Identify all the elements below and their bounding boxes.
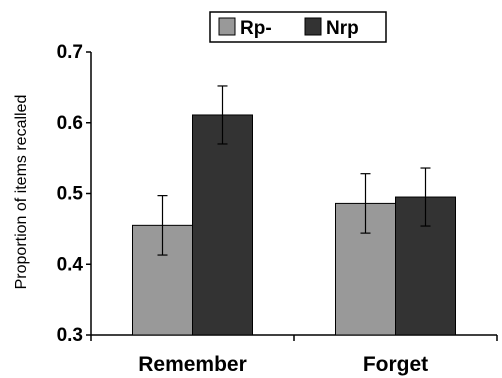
bars [132, 114, 456, 336]
legend-label: Rp- [240, 18, 272, 39]
error-bar [157, 195, 168, 256]
y-tick-label: 0.7 [57, 42, 83, 63]
y-tick-label: 0.4 [57, 254, 84, 275]
legend-swatch [218, 17, 236, 36]
x-category-label: Remember [138, 353, 247, 376]
y-tick-label: 0.3 [57, 325, 83, 346]
error-bar [420, 167, 431, 227]
legend-box [209, 11, 387, 43]
legend: Rp- Nrp [209, 11, 387, 43]
error-bar [360, 173, 371, 234]
y-tick-label: 0.5 [57, 184, 84, 205]
x-category-label: Forget [363, 353, 428, 376]
error-bars [157, 85, 431, 256]
y-tick-label: 0.6 [57, 113, 83, 134]
legend-swatch [304, 17, 322, 36]
y-axis-label: Proportion of items recalled [13, 95, 30, 290]
bar-nrp-remember [192, 114, 253, 336]
labels: Remember Forget [138, 353, 428, 376]
legend-label: Nrp [326, 18, 359, 39]
error-bar [217, 85, 228, 145]
